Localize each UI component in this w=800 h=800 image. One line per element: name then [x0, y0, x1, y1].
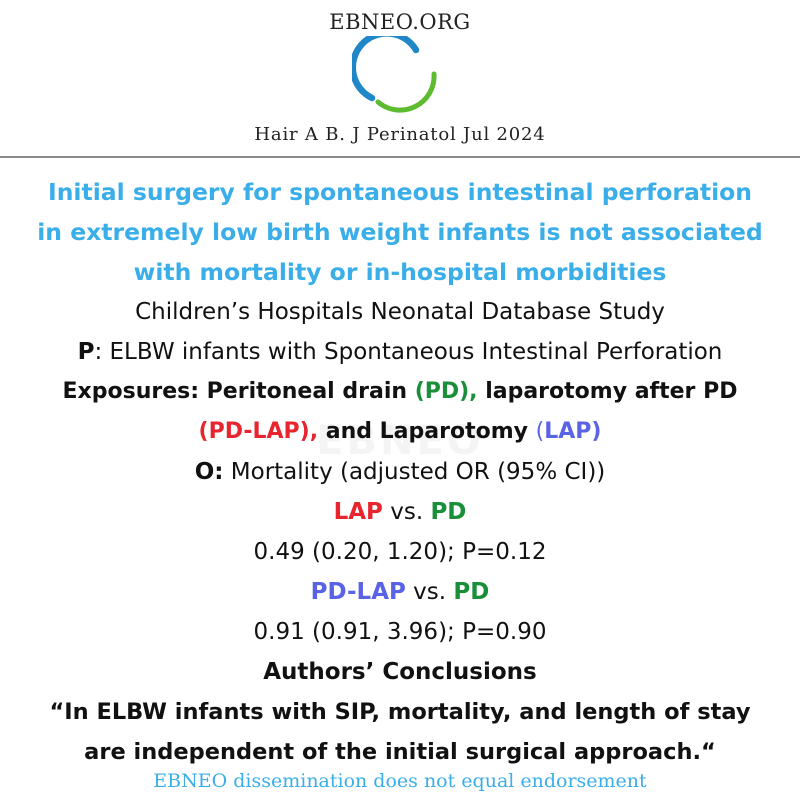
comparison-ref: PD [453, 579, 490, 605]
comparison-heading: PD-LAP vs. PD [0, 572, 800, 612]
comparison-vs: vs. [382, 499, 431, 525]
watermark-text: EBNEO [0, 418, 800, 464]
ebneo-ring-logo-icon [352, 36, 437, 113]
title-line: Initial surgery for spontaneous intestin… [47, 178, 753, 206]
population-label: P [77, 339, 95, 365]
conclusions-heading: Authors’ Conclusions [263, 659, 537, 685]
citation: Hair A B. J Perinatol Jul 2024 [254, 124, 546, 145]
comparison-heading: LAP vs. PD [0, 492, 800, 532]
comparison-vs: vs. [405, 579, 454, 605]
brand-name: EBNEO.ORG [329, 10, 471, 34]
disclaimer-footer: EBNEO dissemination does not equal endor… [153, 770, 647, 792]
and-laparotomy-text: and Laparotomy [318, 419, 536, 444]
comparison-group: PD-LAP [310, 579, 406, 605]
pdlap-abbrev: (PD-LAP), [198, 419, 319, 444]
main-content: Initial surgery for spontaneous intestin… [0, 172, 800, 772]
conclusion-quote-line: “In ELBW infants with SIP, mortality, an… [49, 699, 751, 725]
header-divider [0, 156, 800, 158]
exposures-label: Exposures: Peritoneal drain [62, 379, 415, 404]
pd-abbrev: (PD), [414, 379, 478, 404]
population-text: : ELBW infants with Spontaneous Intestin… [94, 339, 723, 365]
lap-after-pd-text: laparotomy after PD [477, 379, 738, 404]
lap-close-paren: ) [591, 419, 602, 444]
title-line: with mortality or in-hospital morbiditie… [133, 258, 667, 286]
comparison-ref: PD [430, 499, 467, 525]
study-name: Children’s Hospitals Neonatal Database S… [135, 299, 665, 325]
comparison-group: LAP [333, 499, 383, 525]
conclusion-quote-line: are independent of the initial surgical … [84, 739, 716, 765]
exposures-line-1: Exposures: Peritoneal drain (PD), laparo… [0, 372, 800, 412]
lap-abbrev: LAP [544, 419, 592, 444]
outcome-text: Mortality (adjusted OR (95% CI)) [223, 459, 606, 485]
title: Initial surgery for spontaneous intestin… [0, 172, 800, 292]
comparison-result: 0.91 (0.91, 3.96); P=0.90 [253, 619, 547, 645]
exposures-line-2: (PD-LAP), and Laparotomy (LAP) [0, 412, 800, 452]
outcome-label: O: [194, 459, 224, 485]
population-line: P: ELBW infants with Spontaneous Intesti… [0, 332, 800, 372]
comparison-result: 0.49 (0.20, 1.20); P=0.12 [253, 539, 547, 565]
outcome-line: O: Mortality (adjusted OR (95% CI)) [0, 452, 800, 492]
lap-open-paren: ( [535, 419, 545, 444]
title-line: in extremely low birth weight infants is… [37, 218, 763, 246]
